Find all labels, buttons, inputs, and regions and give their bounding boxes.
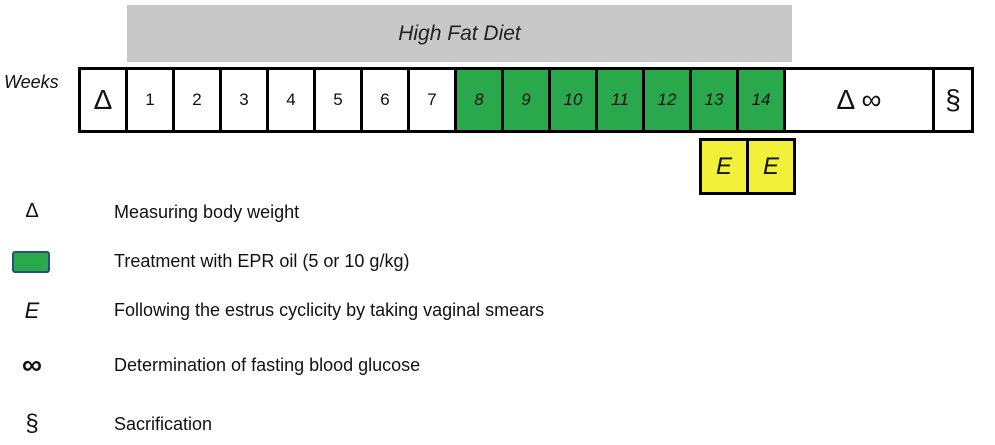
section-icon: §	[945, 84, 961, 115]
infinity-icon: ∞	[22, 349, 42, 380]
legend-text: Sacrification	[114, 414, 213, 434]
estrus-icon: E	[24, 298, 40, 323]
green-swatch-icon	[12, 251, 50, 273]
legend-text: Treatment with EPR oil (5 or 10 g/kg)	[114, 251, 410, 271]
week-cell-treated: 14	[736, 67, 786, 133]
week-cell-treated: 10	[548, 67, 598, 133]
legend-row-treatment: Treatment with EPR oil (5 or 10 g/kg)	[0, 247, 995, 277]
week-cell: 3	[219, 67, 269, 133]
section-icon: §	[25, 410, 39, 437]
timeline-start-cell: Δ	[78, 67, 128, 133]
timeline-sacrifice-cell: §	[932, 67, 974, 133]
legend-row-sacrifice: § Sacrification	[0, 410, 995, 440]
estrus-row: E E	[699, 138, 796, 195]
week-cell: 2	[172, 67, 222, 133]
legend-row-weight: Δ Measuring body weight	[0, 198, 995, 228]
delta-icon: Δ	[25, 200, 39, 222]
delta-icon: Δ	[93, 84, 113, 115]
week-cell: 5	[313, 67, 363, 133]
week-cell-treated: 13	[689, 67, 739, 133]
week-cell-treated: 9	[501, 67, 551, 133]
week-cell: 4	[266, 67, 316, 133]
estrus-cell: E	[746, 138, 796, 195]
week-cell: 1	[125, 67, 175, 133]
week-cell-treated: 11	[595, 67, 645, 133]
timeline-end-measure-cell: Δ ∞	[783, 67, 935, 133]
weeks-label: Weeks	[4, 72, 59, 92]
high-fat-diet-band: High Fat Diet	[127, 5, 792, 62]
timeline: Δ 1 2 3 4 5 6 7 8 9 10 11 12 13 14 Δ ∞ §	[78, 67, 974, 133]
legend-row-estrus: E Following the estrus cyclicity by taki…	[0, 296, 995, 326]
estrus-cell: E	[699, 138, 749, 195]
week-cell-treated: 8	[454, 67, 504, 133]
legend-text: Measuring body weight	[114, 202, 300, 222]
legend-text: Determination of fasting blood glucose	[114, 355, 421, 375]
delta-infinity-icon: Δ ∞	[836, 84, 882, 115]
legend-row-glucose: ∞ Determination of fasting blood glucose	[0, 349, 995, 381]
high-fat-diet-label: High Fat Diet	[398, 21, 521, 45]
legend-text: Following the estrus cyclicity by taking…	[114, 300, 545, 320]
week-cell-treated: 12	[642, 67, 692, 133]
week-cell: 6	[360, 67, 410, 133]
week-cell: 7	[407, 67, 457, 133]
